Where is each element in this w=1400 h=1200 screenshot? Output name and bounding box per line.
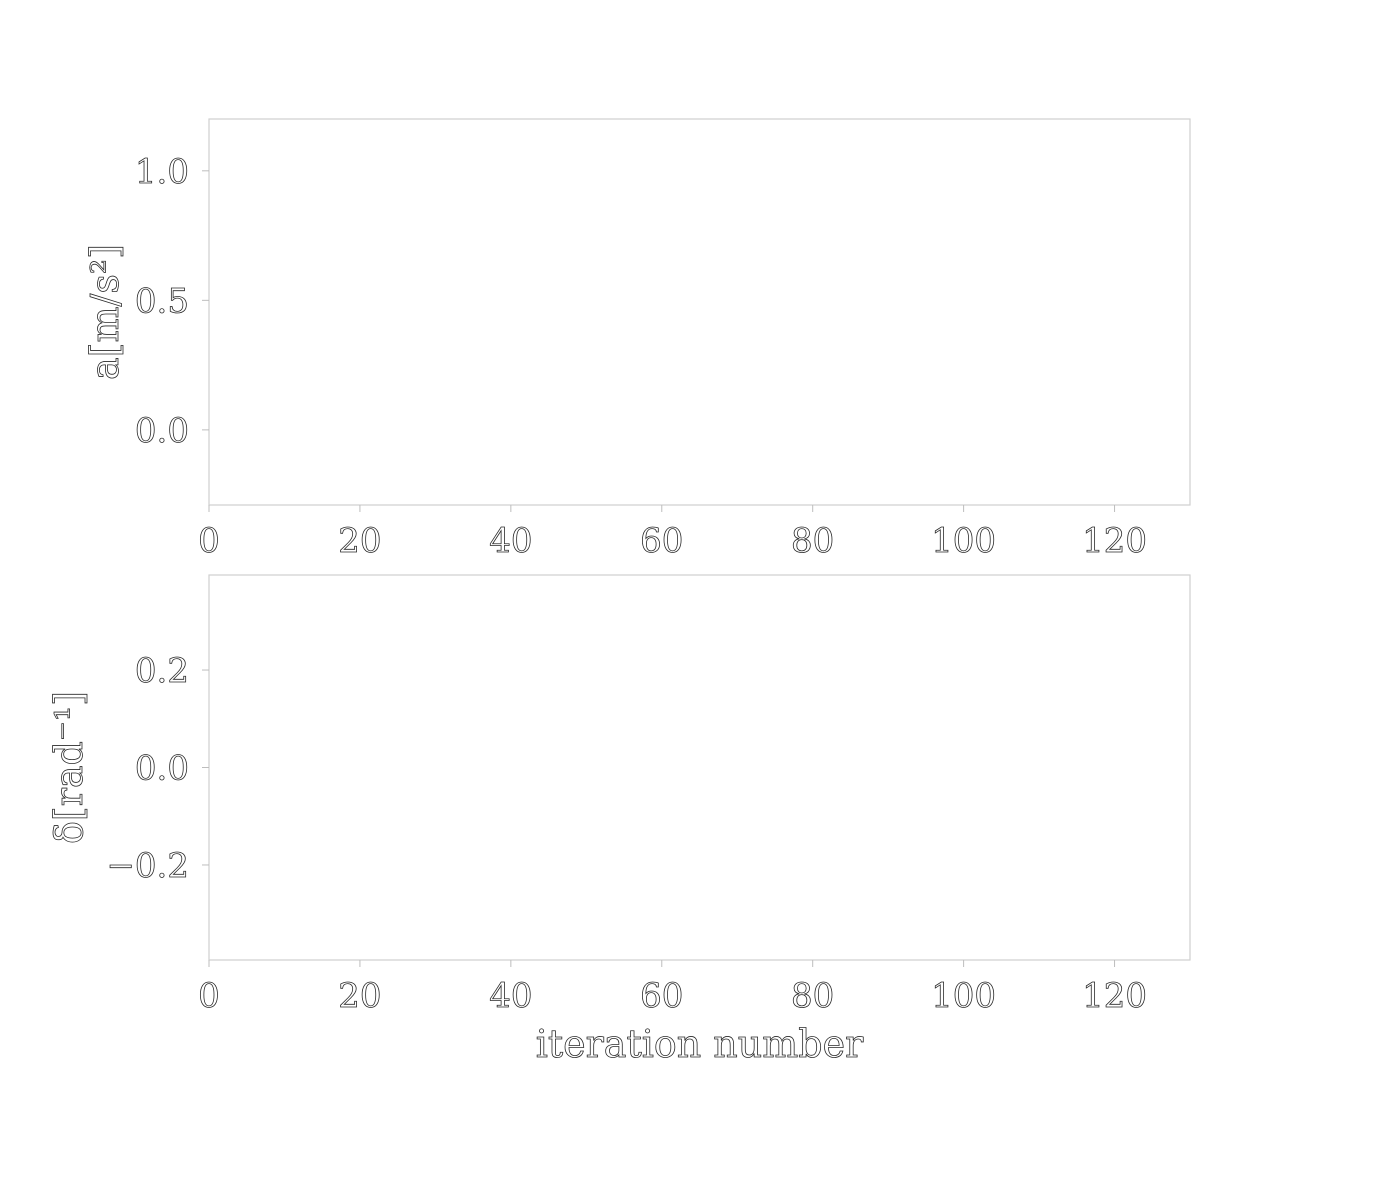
y-tick-label: −0.2: [106, 846, 189, 886]
y-tick-label: 0.0: [135, 411, 189, 451]
x-tick-label: 40: [489, 521, 532, 561]
x-tick-label: 40: [489, 976, 532, 1016]
y-axis-label: a[m/s²]: [83, 244, 127, 380]
y-tick-label: 0.0: [135, 749, 189, 789]
y-tick-label: 0.5: [135, 281, 189, 321]
x-tick-label: 20: [338, 976, 381, 1016]
plot-frame: [208, 118, 1191, 506]
y-tick-label: 0.2: [135, 651, 189, 691]
x-tick-label: 60: [640, 976, 683, 1016]
x-tick-label: 120: [1082, 976, 1147, 1016]
x-tick-label: 20: [338, 521, 381, 561]
x-tick-label: 100: [931, 521, 996, 561]
steering-panel: 0 20 40 60 80 100 120 −0.2 0.0 0.2 δ[rad⁻¹] iterati…: [47, 574, 1191, 1066]
plot-frame: [208, 574, 1191, 961]
x-tick-label: 120: [1082, 521, 1147, 561]
x-tick-label: 0: [198, 976, 220, 1016]
x-axis-label: iteration number: [536, 1022, 864, 1066]
acceleration-panel: 0 20 40 60 80 100 120 0.0 0.5 1.0 a[m/s²]: [83, 118, 1191, 561]
x-tick-label: 80: [791, 976, 834, 1016]
y-axis-label: δ[rad⁻¹]: [47, 691, 91, 844]
x-tick-label: 60: [640, 521, 683, 561]
x-tick-label: 80: [791, 521, 834, 561]
y-tick-label: 1.0: [135, 152, 189, 192]
x-tick-label: 100: [931, 976, 996, 1016]
x-tick-label: 0: [198, 521, 220, 561]
